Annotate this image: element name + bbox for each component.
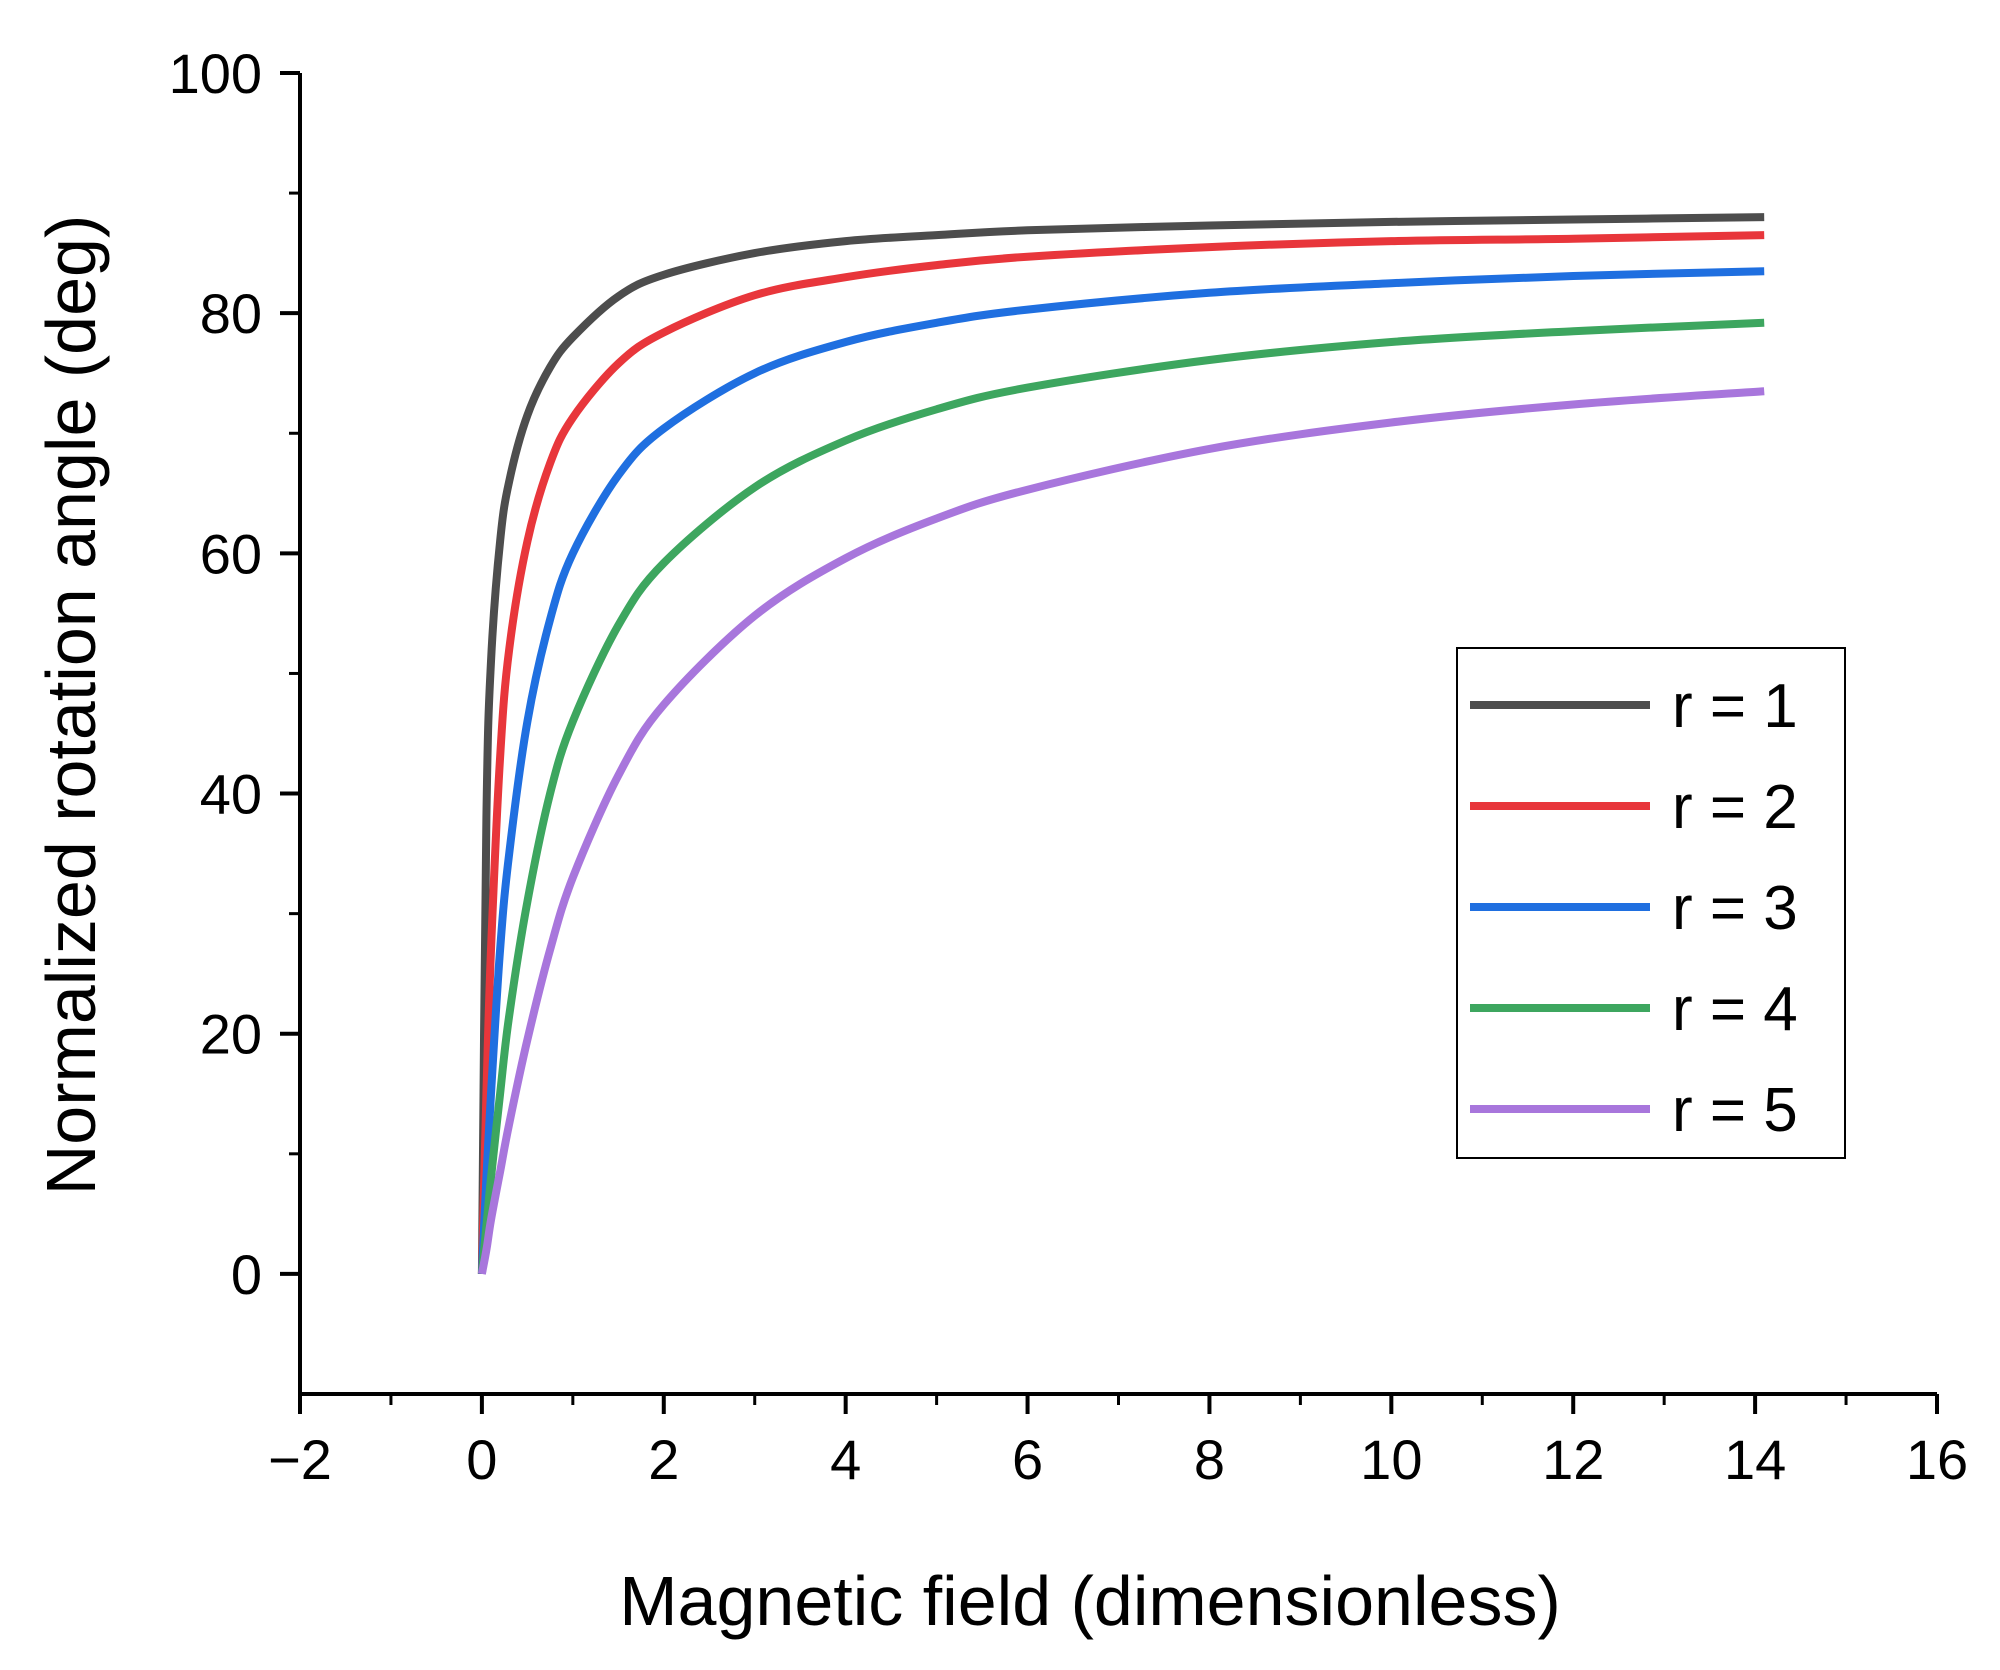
series-lines <box>477 213 1765 1275</box>
x-tick-label: 2 <box>648 1428 679 1491</box>
ticks: −2 0 2 4 6 8 10 12 14 16 0 20 40 60 80 100 <box>169 42 1969 1491</box>
y-tick-label: 80 <box>200 282 262 345</box>
x-tick-label: 6 <box>1012 1428 1043 1491</box>
x-axis-title: Magnetic field (dimensionless) <box>619 1562 1561 1640</box>
y-axis-title: Normalized rotation angle (deg) <box>32 215 110 1196</box>
legend: r = 1 r = 2 r = 3 r = 4 r = 5 <box>1456 647 1846 1159</box>
y-tick-label: 40 <box>200 763 262 826</box>
x-tick-label: 8 <box>1194 1428 1225 1491</box>
series-line-r1 <box>477 213 1765 1274</box>
x-tick-label: 4 <box>830 1428 861 1491</box>
x-tick-label: 16 <box>1906 1428 1968 1491</box>
legend-label: r = 2 <box>1672 773 1798 842</box>
x-tick-label: 0 <box>466 1428 497 1491</box>
series-line-r3 <box>477 267 1765 1275</box>
legend-label: r = 5 <box>1672 1076 1798 1145</box>
x-tick-label: −2 <box>268 1428 332 1491</box>
x-tick-label: 12 <box>1542 1428 1604 1491</box>
series-line-r2 <box>477 231 1765 1274</box>
series-line-r4 <box>477 318 1765 1275</box>
legend-label: r = 3 <box>1672 874 1798 943</box>
y-tick-label: 0 <box>231 1243 262 1306</box>
x-tick-label: 10 <box>1360 1428 1422 1491</box>
series-line-r5 <box>477 387 1765 1275</box>
legend-label: r = 4 <box>1672 975 1798 1044</box>
y-tick-label: 60 <box>200 522 262 585</box>
y-tick-label: 20 <box>200 1003 262 1066</box>
legend-label: r = 1 <box>1672 672 1798 741</box>
y-tick-label: 100 <box>169 42 262 105</box>
x-tick-label: 14 <box>1724 1428 1786 1491</box>
